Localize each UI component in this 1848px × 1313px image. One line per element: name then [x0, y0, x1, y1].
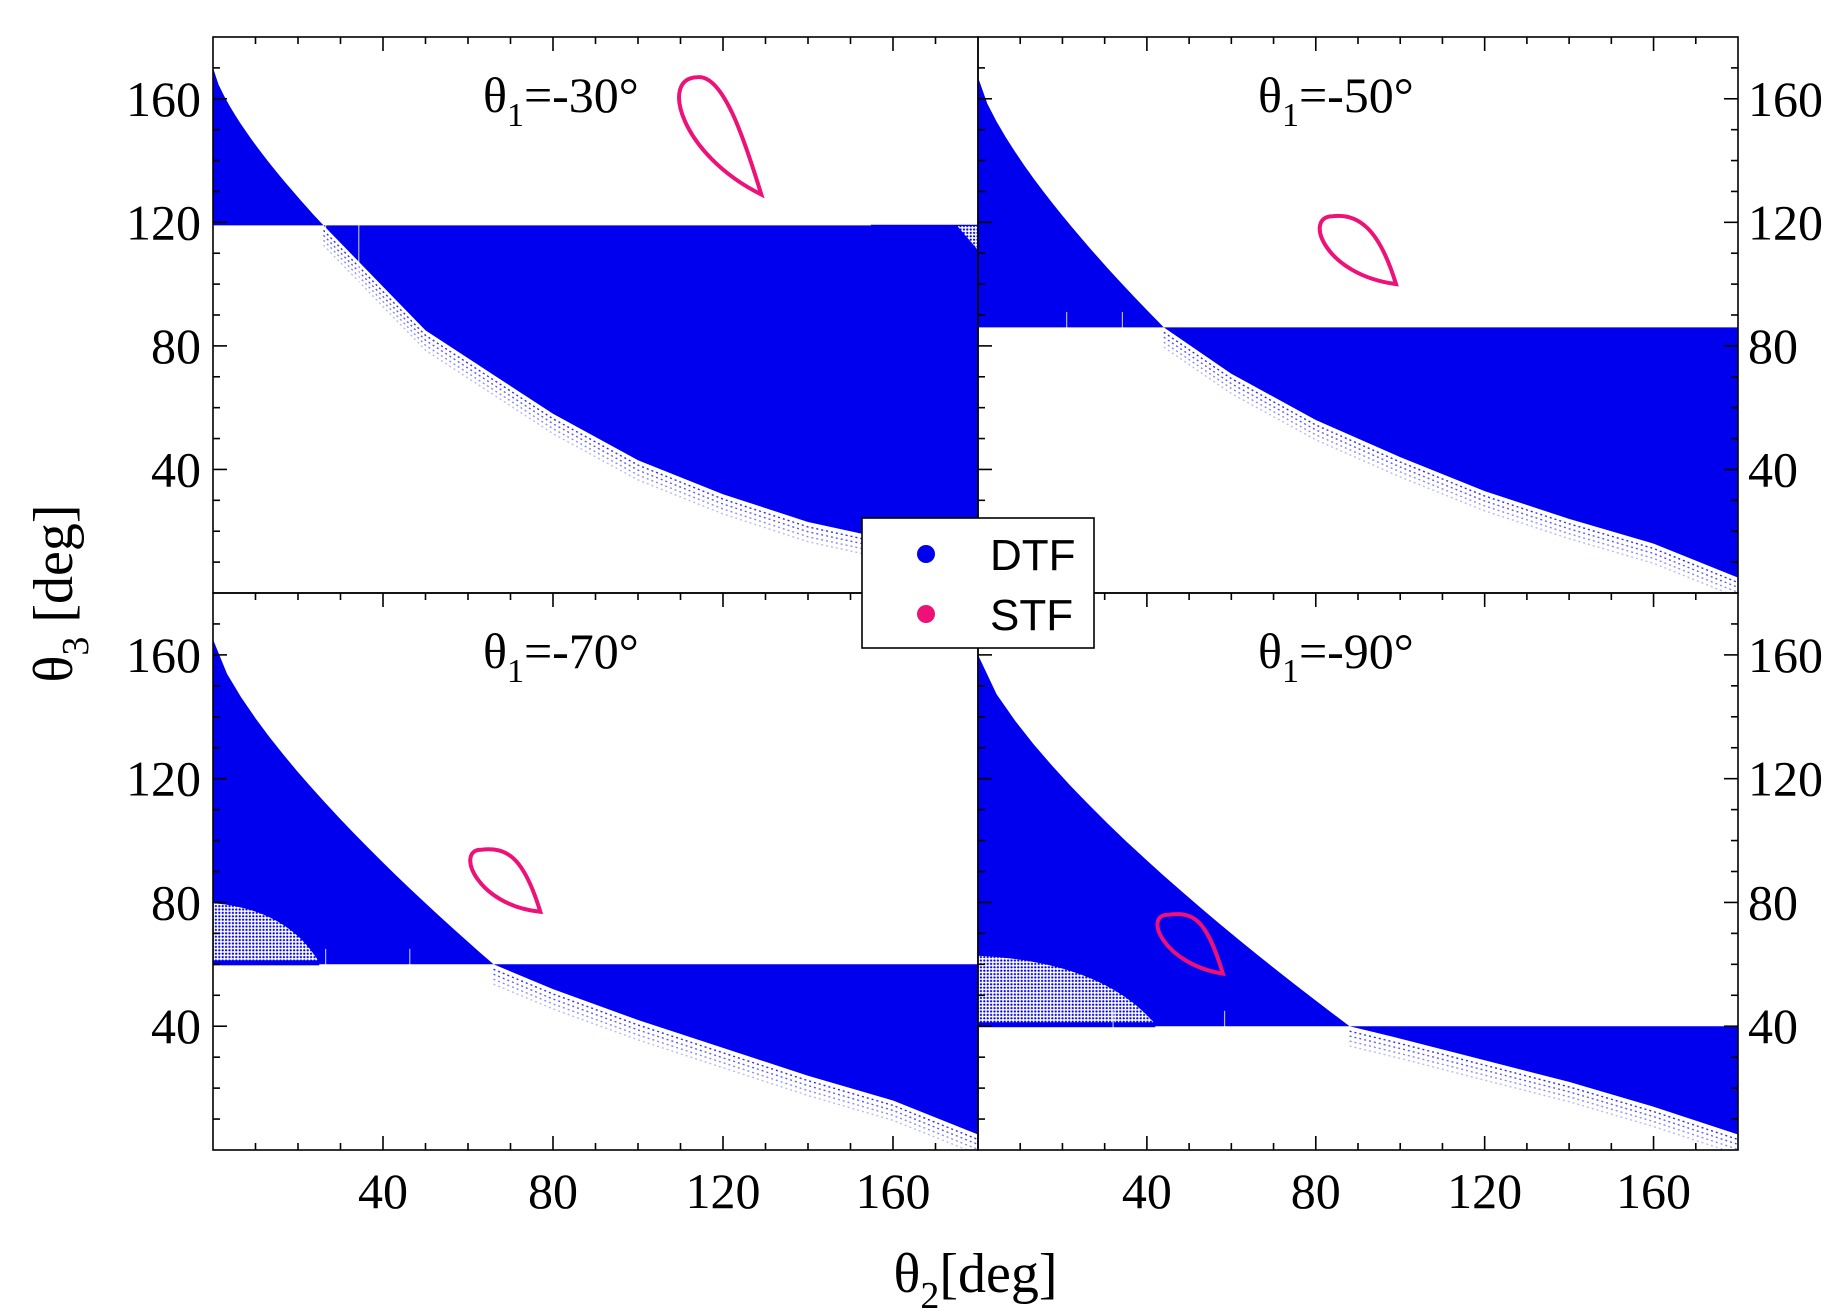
dtf-main-band	[1163, 327, 1738, 578]
dtf-upper-wedge	[213, 639, 494, 965]
dtf-region	[978, 77, 1738, 593]
stf-loop	[1155, 912, 1226, 977]
dtf-lobe-base	[213, 960, 320, 966]
y-tick-label-left: 40	[151, 998, 201, 1054]
panel-theta1-minus70: θ1=-70°	[212, 592, 979, 1151]
y-tick-label-left: 80	[151, 318, 201, 374]
dtf-left-lobe	[213, 901, 321, 966]
dtf-region	[978, 654, 1738, 1150]
y-tick-label-right: 80	[1748, 874, 1798, 930]
legend-label-dtf: DTF	[990, 531, 1076, 580]
dtf-edge-streak	[322, 229, 978, 565]
x-tick-label: 40	[1122, 1163, 1172, 1219]
stf-loop	[1317, 213, 1399, 287]
dtf-edge-streak	[322, 234, 978, 570]
y-tick-label-left: 160	[126, 627, 201, 683]
y-tick-label-right: 120	[1748, 194, 1823, 250]
dtf-upper-wedge	[978, 654, 1350, 1027]
y-tick-label-right: 120	[1748, 751, 1823, 807]
x-tick-label: 40	[358, 1163, 408, 1219]
dtf-edge-streak	[322, 244, 978, 580]
panel-theta1-minus30: θ1=-30°	[212, 36, 979, 594]
dtf-main-band	[1349, 1026, 1738, 1135]
x-tick-label: 120	[686, 1163, 761, 1219]
y-tick-label-left: 80	[151, 874, 201, 930]
x-axis-title: θ2[deg]	[894, 1243, 1058, 1313]
dtf-upper-wedge	[978, 77, 1164, 328]
panel-title: θ1=-90°	[1258, 623, 1414, 690]
x-tick-label: 80	[528, 1163, 578, 1219]
y-tick-label-right: 40	[1748, 441, 1798, 497]
x-tick-label: 160	[1616, 1163, 1691, 1219]
dtf-edge-streak	[1163, 346, 1730, 593]
axis-tick-labels: 40 80 120 160 40 80 120 160 40 80 120 160 40 80 120 160…	[126, 71, 1823, 1219]
y-tick-label-left: 120	[126, 194, 201, 250]
panel-theta1-minus90: θ1=-90°	[977, 592, 1739, 1151]
dtf-main-band	[493, 964, 978, 1135]
y-tick-label-left: 120	[126, 751, 201, 807]
panel-title: θ1=-50°	[1258, 67, 1414, 134]
x-tick-label: 80	[1291, 1163, 1341, 1219]
legend-marker-stf	[917, 605, 935, 623]
stf-loop	[468, 847, 544, 914]
y-tick-label-right: 80	[1748, 318, 1798, 374]
y-axis-title: θ3 [deg]	[23, 505, 97, 683]
panel-title: θ1=-70°	[483, 623, 639, 690]
dtf-left-lobe	[978, 954, 1157, 1027]
axis-ticks	[213, 37, 1738, 1150]
y-tick-label-right: 40	[1748, 998, 1798, 1054]
panel-theta1-minus50: θ1=-50°	[977, 36, 1739, 594]
dtf-region	[213, 67, 978, 580]
dtf-region	[213, 639, 978, 1150]
y-tick-label-right: 160	[1748, 71, 1823, 127]
y-tick-label-right: 160	[1748, 627, 1823, 683]
dtf-edge-streak	[1163, 331, 1738, 584]
y-tick-label-left: 160	[126, 71, 201, 127]
dtf-edge-streak	[1163, 336, 1738, 589]
legend-marker-dtf	[917, 545, 935, 563]
dtf-upper-wedge	[213, 67, 324, 226]
legend-label-stf: STF	[990, 591, 1073, 640]
dtf-main-band	[323, 225, 978, 559]
y-tick-label-left: 40	[151, 441, 201, 497]
x-tick-label: 160	[856, 1163, 931, 1219]
legend-box	[861, 517, 1095, 649]
dtf-edge-streak	[1163, 341, 1738, 593]
dtf-lobe-base	[978, 1022, 1156, 1028]
legend: DTF STF	[861, 517, 1095, 649]
panel-title: θ1=-30°	[483, 67, 639, 134]
dtf-edge-streak	[322, 239, 978, 575]
x-tick-label: 120	[1447, 1163, 1522, 1219]
stf-loop	[677, 75, 765, 199]
